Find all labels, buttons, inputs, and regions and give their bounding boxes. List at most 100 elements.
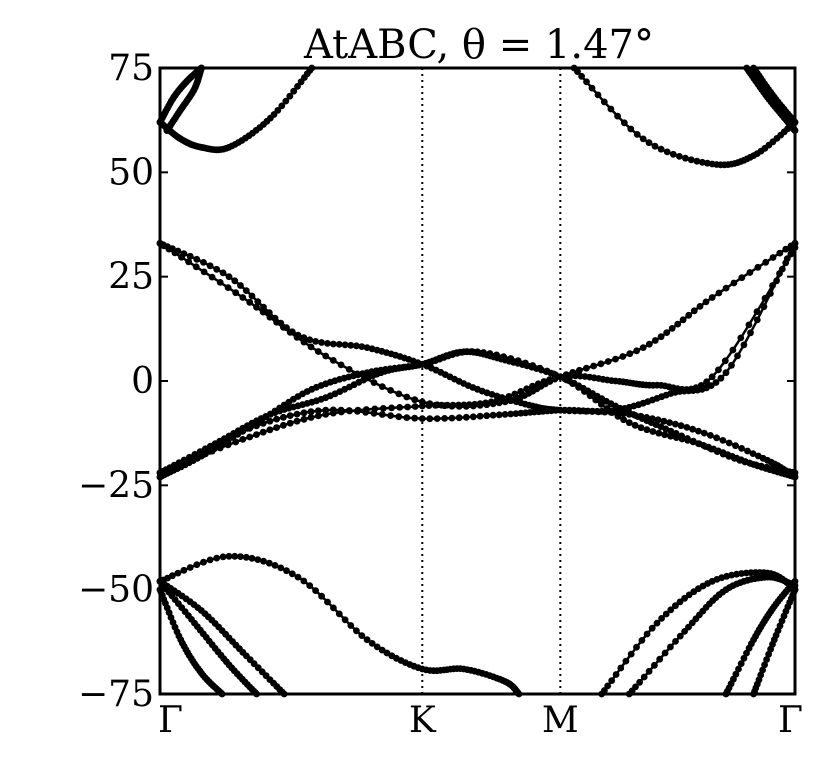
band-point bbox=[672, 638, 679, 645]
y-tick-label: −50 bbox=[78, 570, 154, 611]
band-point bbox=[707, 382, 715, 389]
band-point bbox=[260, 303, 267, 311]
band-point bbox=[476, 412, 484, 420]
band-point bbox=[651, 661, 658, 669]
band-point bbox=[638, 637, 646, 644]
band-point bbox=[248, 554, 256, 562]
band-point bbox=[219, 553, 227, 561]
band-point bbox=[633, 643, 640, 651]
band-point bbox=[715, 366, 722, 374]
band-point bbox=[185, 258, 193, 266]
band-point bbox=[239, 436, 247, 443]
band-point bbox=[280, 413, 287, 421]
band-point bbox=[696, 303, 704, 310]
band-point bbox=[273, 318, 280, 326]
band-point bbox=[551, 374, 559, 382]
band-point bbox=[735, 665, 742, 673]
x-tick-label: Γ bbox=[778, 700, 803, 741]
band-point bbox=[314, 412, 322, 420]
band-point bbox=[707, 445, 715, 453]
band-point bbox=[683, 424, 691, 431]
band-point bbox=[294, 83, 301, 90]
band-point bbox=[371, 405, 379, 413]
band-series bbox=[156, 244, 799, 477]
band-point bbox=[576, 366, 583, 374]
band-point bbox=[782, 259, 790, 267]
band-point bbox=[489, 411, 497, 419]
band-point bbox=[180, 566, 188, 574]
band-point bbox=[324, 598, 331, 606]
y-tick-label: −25 bbox=[78, 465, 154, 506]
band-point bbox=[368, 640, 376, 647]
band-point bbox=[266, 313, 274, 321]
band-point bbox=[246, 298, 254, 306]
band-point bbox=[762, 258, 770, 266]
band-point bbox=[776, 249, 784, 257]
band-point bbox=[729, 346, 737, 354]
band-series bbox=[156, 552, 523, 698]
band-point bbox=[370, 379, 378, 386]
band-point bbox=[614, 112, 621, 120]
x-tick-label: M bbox=[542, 700, 579, 741]
band-point bbox=[588, 84, 596, 92]
band-series bbox=[750, 586, 799, 698]
band-point bbox=[658, 615, 665, 622]
band-point bbox=[656, 655, 664, 663]
band-point bbox=[282, 97, 290, 105]
band-point bbox=[682, 154, 689, 162]
band-point bbox=[695, 427, 702, 435]
band-point bbox=[653, 619, 661, 627]
band-point bbox=[224, 284, 232, 291]
band-point bbox=[329, 357, 337, 364]
band-point bbox=[259, 420, 267, 427]
band-point bbox=[300, 577, 308, 585]
band-point bbox=[345, 366, 353, 373]
band-point bbox=[443, 401, 451, 409]
band-point bbox=[725, 439, 733, 447]
band-point bbox=[676, 153, 683, 160]
band-point bbox=[271, 562, 279, 569]
band-point bbox=[567, 372, 574, 380]
band-point bbox=[178, 460, 185, 468]
band-point bbox=[232, 430, 240, 438]
band-point bbox=[655, 429, 663, 437]
band-point bbox=[578, 72, 585, 80]
band-series bbox=[156, 348, 799, 477]
band-point bbox=[294, 573, 302, 581]
band-point bbox=[231, 277, 239, 285]
band-point bbox=[318, 339, 325, 346]
band-point bbox=[666, 419, 673, 426]
band-point bbox=[286, 419, 294, 427]
band-point bbox=[651, 142, 659, 150]
band-point bbox=[237, 282, 244, 289]
band-point bbox=[237, 553, 244, 560]
band-point bbox=[160, 242, 168, 250]
band-point bbox=[701, 443, 709, 450]
band-point bbox=[232, 289, 240, 297]
band-point bbox=[627, 125, 635, 133]
band-point bbox=[286, 412, 294, 419]
band-point bbox=[219, 269, 227, 277]
band-point bbox=[529, 382, 536, 390]
band-point bbox=[740, 654, 748, 662]
band-point bbox=[517, 388, 525, 395]
band-point bbox=[676, 598, 684, 606]
band-point bbox=[425, 402, 433, 409]
band-point bbox=[689, 425, 696, 433]
band-series bbox=[743, 64, 799, 134]
band-point bbox=[293, 410, 301, 418]
band-point bbox=[721, 357, 729, 365]
band-point bbox=[363, 636, 371, 644]
band-point bbox=[512, 410, 520, 417]
band-point bbox=[379, 405, 387, 412]
band-point bbox=[213, 265, 221, 273]
band-point bbox=[193, 255, 201, 263]
band-point bbox=[562, 372, 569, 380]
band-point bbox=[654, 416, 662, 424]
band-point bbox=[260, 557, 267, 565]
band-point bbox=[174, 569, 182, 577]
band-point bbox=[387, 412, 394, 419]
band-point bbox=[246, 425, 254, 432]
band-point bbox=[753, 308, 761, 315]
